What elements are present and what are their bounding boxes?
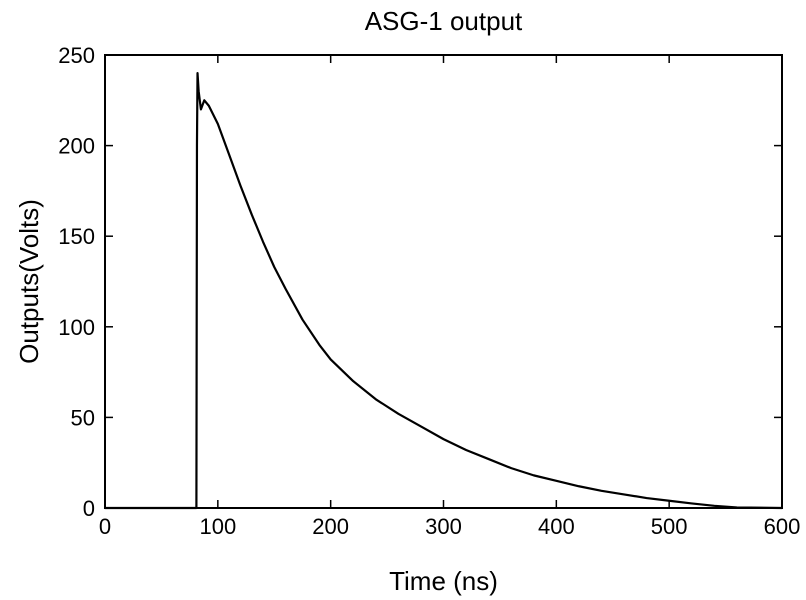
y-tick-label: 150 bbox=[58, 224, 95, 249]
y-tick-label: 100 bbox=[58, 315, 95, 340]
series-line bbox=[103, 72, 784, 510]
y-tick-label: 0 bbox=[83, 496, 95, 521]
x-tick-label: 200 bbox=[312, 514, 349, 539]
x-tick-label: 600 bbox=[764, 514, 801, 539]
x-tick-label: 500 bbox=[651, 514, 688, 539]
y-tick-label: 50 bbox=[71, 405, 95, 430]
y-tick-label: 250 bbox=[58, 43, 95, 68]
x-axis-title: Time (ns) bbox=[389, 566, 498, 596]
x-tick-label: 300 bbox=[425, 514, 462, 539]
chart-title: ASG-1 output bbox=[365, 6, 523, 36]
x-tick-label: 400 bbox=[538, 514, 575, 539]
y-tick-label: 200 bbox=[58, 134, 95, 159]
ticks-layer: 0 100 200 300 400 500 600 0 50 100 150 200 250 bbox=[58, 43, 800, 539]
y-axis-title: Outputs(Volts) bbox=[14, 199, 44, 364]
x-tick-label: 100 bbox=[199, 514, 236, 539]
x-tick-label: 0 bbox=[99, 514, 111, 539]
